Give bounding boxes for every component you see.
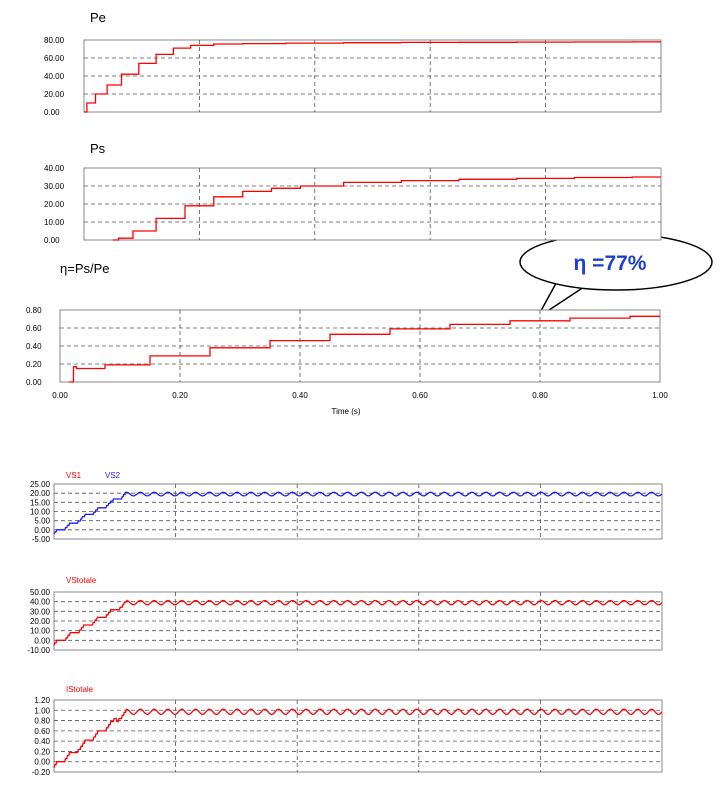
y-tick-label: 40.00 bbox=[44, 164, 65, 173]
efficiency-callout: η =77% bbox=[519, 233, 713, 319]
y-tick-label: 80.00 bbox=[44, 36, 65, 45]
y-tick-label: -10.00 bbox=[27, 646, 50, 655]
series-line bbox=[53, 599, 663, 646]
y-tick-label: 1.00 bbox=[34, 706, 50, 715]
y-tick-label: 0.00 bbox=[26, 378, 42, 387]
series-line bbox=[53, 708, 663, 769]
plot-frame bbox=[83, 39, 662, 113]
y-tick-label: 0.00 bbox=[34, 758, 50, 767]
y-tick-label: -5.00 bbox=[32, 535, 51, 544]
chart-title-ps: Ps bbox=[90, 141, 106, 156]
callout-joint bbox=[561, 278, 591, 285]
x-tick-label: 0.00 bbox=[52, 391, 68, 400]
y-tick-label: 0.20 bbox=[26, 360, 42, 369]
y-tick-label: 20.00 bbox=[44, 200, 65, 209]
y-tick-label: 0.00 bbox=[34, 636, 50, 645]
y-tick-label: 40.00 bbox=[44, 72, 65, 81]
chart-title-istotale: IStotale bbox=[66, 685, 94, 694]
legend-vs1: VS1 bbox=[66, 471, 82, 480]
x-tick-label: 1.00 bbox=[652, 391, 668, 400]
y-tick-label: 0.60 bbox=[26, 324, 42, 333]
series-line bbox=[112, 176, 661, 241]
y-tick-label: 5.00 bbox=[34, 517, 50, 526]
y-tick-label: 50.00 bbox=[30, 588, 51, 597]
y-tick-label: 1.20 bbox=[34, 696, 50, 705]
y-tick-label: 25.00 bbox=[30, 480, 51, 489]
x-tick-label: 0.40 bbox=[292, 391, 308, 400]
y-tick-label: 0.00 bbox=[44, 108, 60, 117]
callout-text: η =77% bbox=[574, 252, 647, 275]
chart-2: 0.00 10.00 20.00 30.00 40.00 bbox=[44, 164, 662, 245]
y-tick-label: 15.00 bbox=[30, 498, 51, 507]
y-tick-label: 10.00 bbox=[30, 508, 51, 517]
y-tick-label: 20.00 bbox=[30, 617, 51, 626]
series-line bbox=[69, 315, 660, 383]
y-tick-label: 60.00 bbox=[44, 54, 65, 63]
y-tick-label: 0.60 bbox=[34, 727, 50, 736]
x-tick-label: 0.80 bbox=[532, 391, 548, 400]
y-tick-label: 0.40 bbox=[34, 737, 50, 746]
y-tick-label: 10.00 bbox=[44, 218, 65, 227]
chart-6: 1.201.00 0.800.600.400.20 0.00-0.20 bbox=[32, 696, 663, 777]
x-axis-label: Time (s) bbox=[331, 407, 360, 416]
chart-title-vstotale: VStotale bbox=[66, 576, 97, 585]
chart-title-eta: η=Ps/Pe bbox=[60, 261, 110, 276]
x-tick-label: 0.60 bbox=[412, 391, 428, 400]
x-tick-label: 0.20 bbox=[172, 391, 188, 400]
y-tick-label: 30.00 bbox=[44, 182, 65, 191]
legend-vs2: VS2 bbox=[105, 471, 121, 480]
y-tick-label: 30.00 bbox=[30, 607, 51, 616]
y-tick-label: 10.00 bbox=[30, 627, 51, 636]
y-tick-label: 40.00 bbox=[30, 598, 51, 607]
chart-3: 0.00 0.20 0.40 0.60 0.80 0.00 0.20 0.40 0.60 0.80… bbox=[26, 306, 668, 400]
y-tick-label: 0.00 bbox=[34, 526, 50, 535]
y-tick-label: -0.20 bbox=[32, 768, 51, 777]
series-line bbox=[53, 491, 663, 535]
y-tick-label: 0.80 bbox=[34, 717, 50, 726]
y-tick-label: 20.00 bbox=[44, 90, 65, 99]
chart-1: 0.00 20.00 40.00 60.00 80.00 bbox=[44, 36, 662, 117]
y-tick-label: 0.40 bbox=[26, 342, 42, 351]
charts-group: 0.0020.0040.0060.0080.000.0010.0020.0030… bbox=[26, 36, 668, 777]
y-tick-label: 20.00 bbox=[30, 489, 51, 498]
y-tick-label: 0.80 bbox=[26, 306, 42, 315]
y-tick-label: 0.00 bbox=[44, 236, 60, 245]
y-tick-label: 0.20 bbox=[34, 747, 50, 756]
chart-title-pe: Pe bbox=[90, 10, 106, 25]
series-line bbox=[84, 41, 661, 113]
